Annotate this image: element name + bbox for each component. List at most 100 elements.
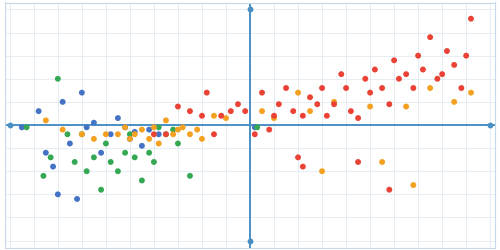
- Point: [186, 109, 194, 113]
- Point: [106, 132, 114, 136]
- Point: [294, 91, 302, 95]
- Point: [78, 91, 86, 95]
- Point: [162, 132, 170, 136]
- Point: [66, 142, 74, 146]
- Point: [150, 125, 158, 129]
- Point: [121, 125, 129, 129]
- Point: [42, 118, 50, 122]
- Point: [419, 68, 427, 71]
- Point: [174, 142, 182, 146]
- Point: [22, 125, 30, 129]
- Point: [114, 169, 122, 173]
- Point: [402, 72, 410, 76]
- Point: [323, 114, 331, 118]
- Point: [130, 132, 138, 136]
- Point: [126, 137, 134, 141]
- Point: [46, 155, 54, 159]
- Point: [443, 49, 451, 53]
- Point: [227, 109, 235, 113]
- Point: [289, 109, 297, 113]
- Point: [97, 151, 105, 155]
- Point: [130, 155, 138, 159]
- Point: [162, 118, 170, 122]
- Point: [193, 128, 201, 132]
- Point: [42, 151, 50, 155]
- Point: [121, 125, 129, 129]
- Point: [246, 8, 254, 12]
- Point: [450, 63, 458, 67]
- Point: [78, 132, 86, 136]
- Point: [102, 142, 110, 146]
- Point: [145, 128, 153, 132]
- Point: [434, 77, 442, 81]
- Point: [138, 144, 146, 148]
- Point: [198, 114, 206, 118]
- Point: [426, 86, 434, 90]
- Point: [386, 102, 394, 106]
- Point: [251, 132, 259, 136]
- Point: [342, 86, 350, 90]
- Point: [378, 86, 386, 90]
- Point: [294, 155, 302, 159]
- Point: [54, 77, 62, 81]
- Point: [73, 197, 81, 201]
- Point: [318, 169, 326, 173]
- Point: [386, 188, 394, 192]
- Point: [186, 132, 194, 136]
- Point: [395, 77, 403, 81]
- Point: [130, 130, 138, 134]
- Point: [426, 35, 434, 39]
- Point: [258, 109, 266, 113]
- Point: [366, 91, 374, 95]
- Point: [58, 128, 66, 132]
- Point: [378, 160, 386, 164]
- Point: [241, 109, 249, 113]
- Point: [275, 102, 283, 106]
- Point: [54, 192, 62, 196]
- Point: [49, 164, 57, 168]
- Point: [467, 91, 475, 95]
- Point: [169, 128, 177, 132]
- Point: [222, 116, 230, 120]
- Point: [458, 86, 466, 90]
- Point: [414, 54, 422, 58]
- Point: [450, 100, 458, 104]
- Point: [306, 109, 314, 113]
- Point: [486, 123, 494, 127]
- Point: [330, 102, 338, 106]
- Point: [402, 104, 410, 108]
- Point: [270, 114, 278, 118]
- Point: [338, 72, 345, 76]
- Point: [58, 100, 66, 104]
- Point: [154, 125, 162, 129]
- Point: [282, 86, 290, 90]
- Point: [114, 132, 122, 136]
- Point: [371, 68, 379, 71]
- Point: [138, 128, 146, 132]
- Point: [78, 132, 86, 136]
- Point: [246, 238, 254, 242]
- Point: [82, 125, 90, 129]
- Point: [174, 128, 182, 132]
- Point: [354, 116, 362, 120]
- Point: [366, 104, 374, 108]
- Point: [217, 114, 225, 118]
- Point: [347, 109, 355, 113]
- Point: [203, 91, 211, 95]
- Point: [299, 114, 307, 118]
- Point: [186, 174, 194, 178]
- Point: [462, 54, 470, 58]
- Point: [154, 142, 162, 146]
- Point: [126, 137, 134, 141]
- Point: [467, 17, 475, 21]
- Point: [6, 123, 14, 127]
- Point: [90, 155, 98, 159]
- Point: [90, 121, 98, 125]
- Point: [102, 132, 110, 136]
- Point: [121, 151, 129, 155]
- Point: [162, 132, 170, 136]
- Point: [40, 174, 48, 178]
- Point: [318, 86, 326, 90]
- Point: [354, 160, 362, 164]
- Point: [299, 164, 307, 168]
